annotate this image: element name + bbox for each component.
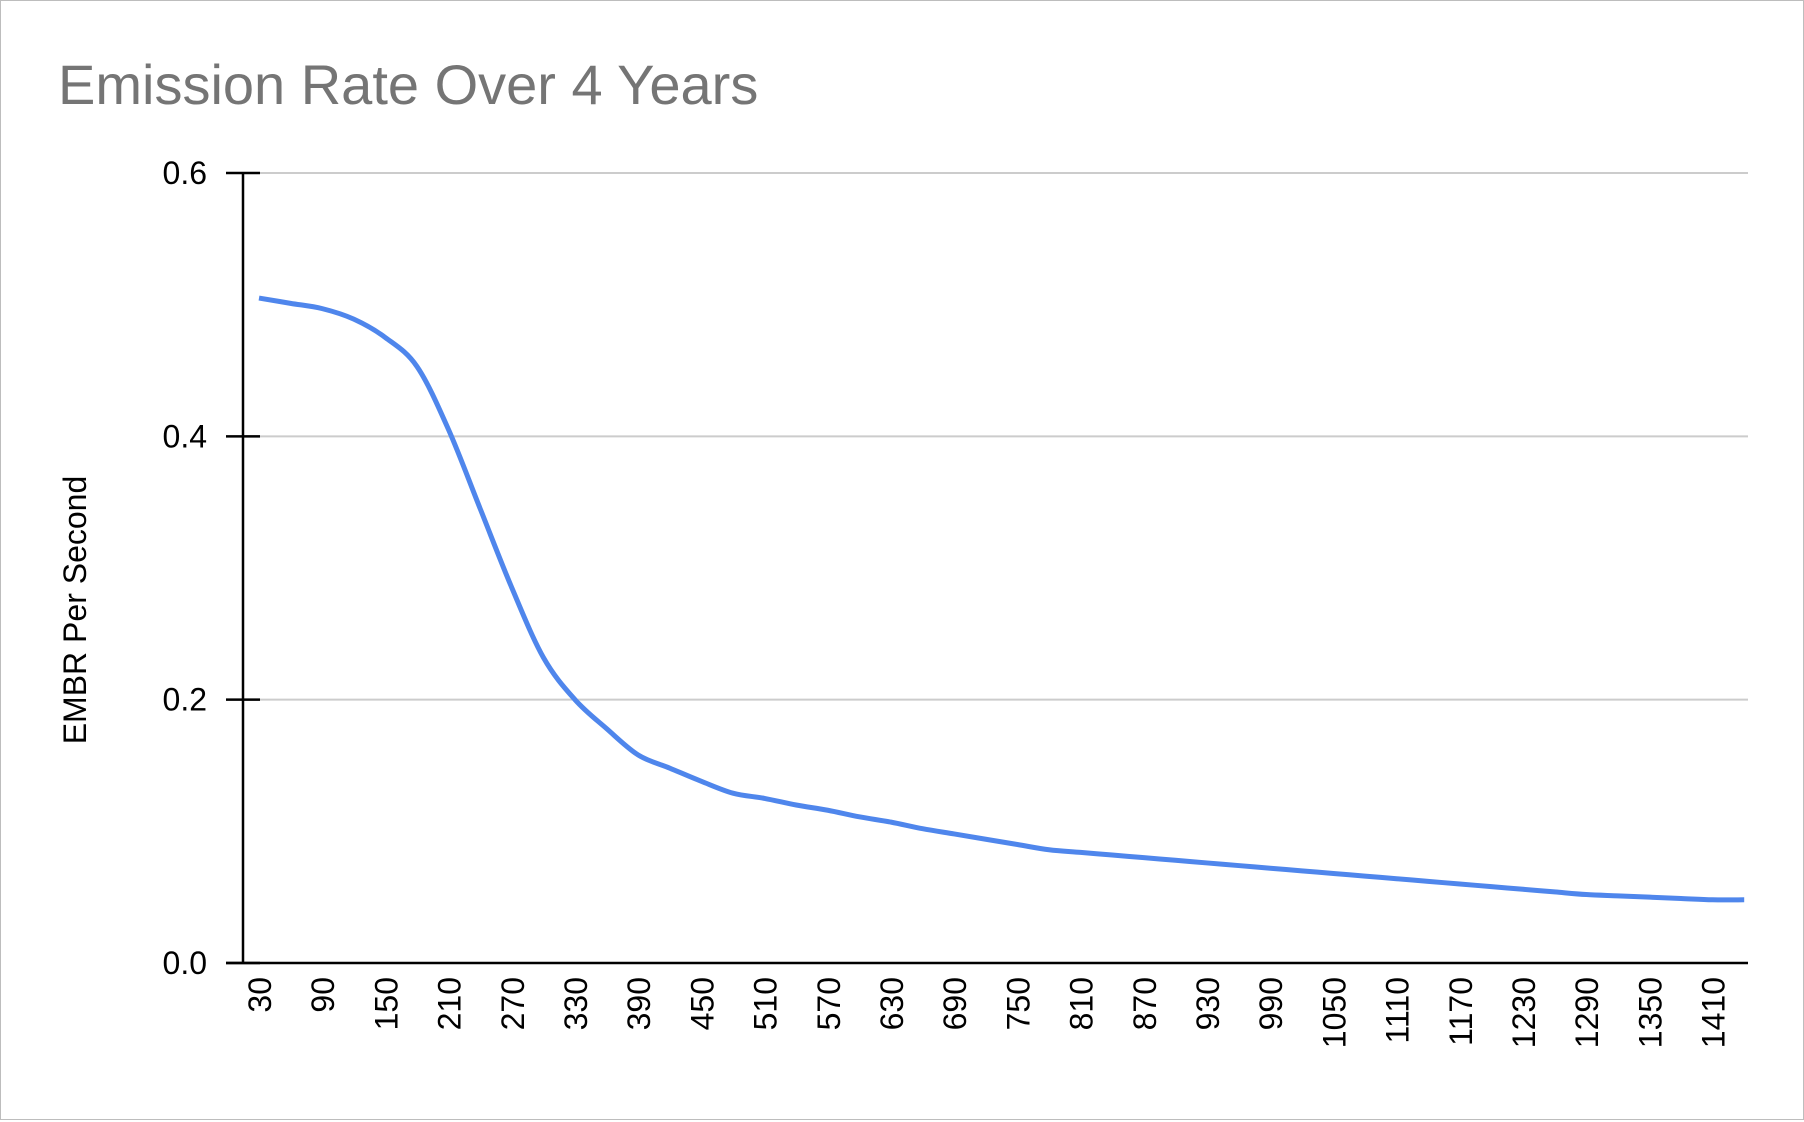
y-tick-label: 0.0 xyxy=(163,945,207,981)
x-tick-label: 930 xyxy=(1190,977,1226,1030)
x-tick-label: 1170 xyxy=(1443,977,1479,1046)
x-tick-label: 690 xyxy=(937,977,973,1030)
x-tick-label: 570 xyxy=(811,977,847,1030)
series xyxy=(258,295,1745,903)
y-tick-labels: 0.0 0.2 0.4 0.6 xyxy=(163,155,207,981)
x-tick-label: 390 xyxy=(621,977,657,1030)
x-tick-label: 1230 xyxy=(1506,977,1542,1048)
x-tick-label: 1110 xyxy=(1380,977,1416,1043)
series-line xyxy=(258,295,1745,903)
x-tick-label: 510 xyxy=(748,977,784,1030)
x-tick-label: 1350 xyxy=(1632,977,1668,1048)
x-tick-label: 330 xyxy=(558,977,594,1030)
x-tick-label: 90 xyxy=(305,977,341,1013)
x-tick-label: 870 xyxy=(1127,977,1163,1030)
y-tick-label: 0.2 xyxy=(163,682,207,718)
x-tick-label: 1410 xyxy=(1696,977,1732,1048)
chart-title: Emission Rate Over 4 Years xyxy=(58,53,759,116)
x-tick-label: 1290 xyxy=(1569,977,1605,1048)
x-tick-label: 450 xyxy=(684,977,720,1030)
x-tick-label: 990 xyxy=(1253,977,1289,1030)
y-tick-label: 0.4 xyxy=(163,418,207,454)
x-tick-label: 750 xyxy=(1000,977,1036,1030)
grid-lines xyxy=(243,172,1748,701)
x-tick-label: 1050 xyxy=(1316,977,1352,1048)
x-tick-label: 270 xyxy=(495,977,531,1030)
x-tick-label: 810 xyxy=(1064,977,1100,1030)
x-tick-labels: 30 90 150 210 270 330 390 450 510 570 630 690 750 810… xyxy=(242,977,1732,1048)
x-tick-label: 150 xyxy=(368,977,404,1030)
axes xyxy=(226,171,1748,965)
x-tick-label: 210 xyxy=(432,977,468,1030)
x-tick-label: 30 xyxy=(242,977,278,1013)
y-tick-label: 0.6 xyxy=(163,155,207,191)
y-axis-label: EMBR Per Second xyxy=(57,476,93,745)
x-tick-label: 630 xyxy=(874,977,910,1030)
